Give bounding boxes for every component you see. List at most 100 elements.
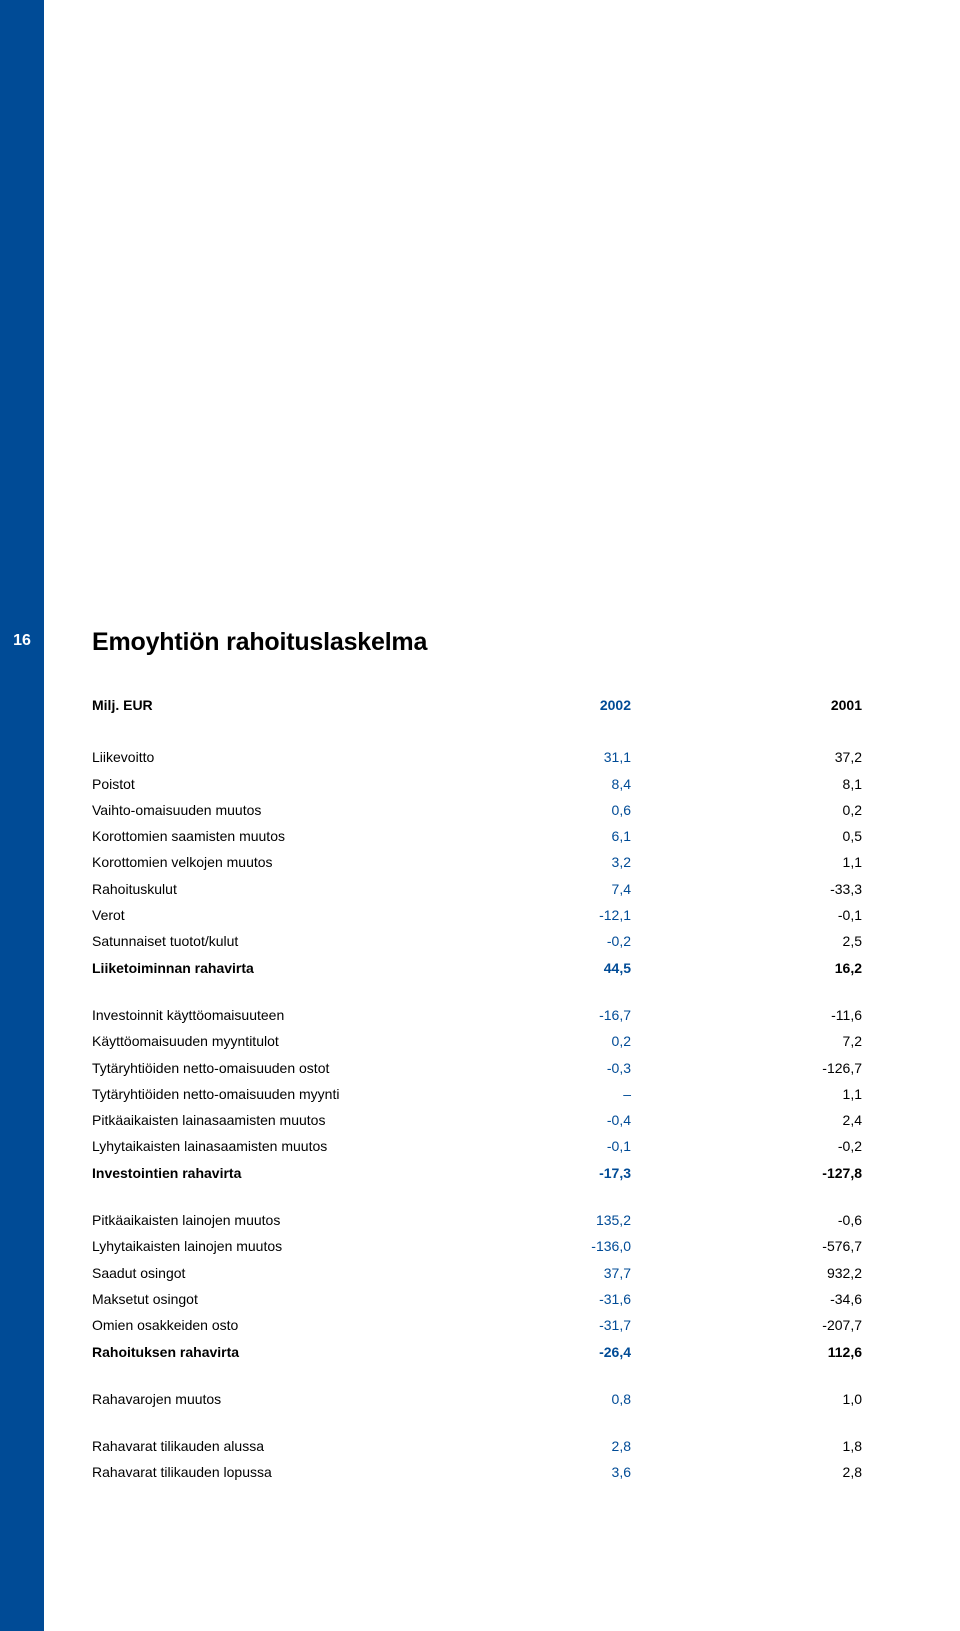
- value-2002: 3,2: [516, 849, 632, 875]
- section1-row: Korottomien saamisten muutos6,10,5: [92, 823, 862, 849]
- section1-row: Satunnaiset tuotot/kulut-0,2 2,5: [92, 928, 862, 954]
- value-2002: -136,0: [516, 1233, 632, 1259]
- change-row: Rahavarojen muutos0,81,0: [92, 1365, 862, 1412]
- value-2002: 37,7: [516, 1260, 632, 1286]
- value-2001: 2,5: [747, 928, 863, 954]
- row-label: Investointien rahavirta: [92, 1160, 516, 1186]
- row-label: Rahavarat tilikauden lopussa: [92, 1459, 516, 1485]
- spacer-cell: [631, 1312, 747, 1338]
- value-2002: -17,3: [516, 1160, 632, 1186]
- value-2002: -0,4: [516, 1107, 632, 1133]
- value-2001: -127,8: [747, 1160, 863, 1186]
- section1-row: Korottomien velkojen muutos3,2 1,1: [92, 849, 862, 875]
- section3-row: Omien osakkeiden osto-31,7-207,7: [92, 1312, 862, 1338]
- value-2002: 0,2: [516, 1028, 632, 1054]
- row-label: Investoinnit käyttöomaisuuteen: [92, 981, 516, 1028]
- value-2001: 2001: [747, 692, 863, 723]
- value-2002: 7,4: [516, 876, 632, 902]
- spacer-cell: [631, 1133, 747, 1159]
- spacer-cell: [631, 1459, 747, 1485]
- row-label: Pitkäaikaisten lainasaamisten muutos: [92, 1107, 516, 1133]
- spacer-cell: [631, 1107, 747, 1133]
- spacer-cell: [631, 1233, 747, 1259]
- spacer-cell: [631, 981, 747, 1028]
- section2-row: Käyttöomaisuuden myyntitulot0,2 7,2: [92, 1028, 862, 1054]
- value-2001: 16,2: [747, 955, 863, 981]
- row-label: Rahoituskulut: [92, 876, 516, 902]
- section1-row: Rahoituskulut7,4-33,3: [92, 876, 862, 902]
- value-2002: 2002: [516, 692, 632, 723]
- section2-total-row: Investointien rahavirta-17,3 -127,8: [92, 1160, 862, 1186]
- value-2001: 0,5: [747, 823, 863, 849]
- spacer-cell: [631, 1186, 747, 1233]
- page-number-sidebar: [0, 0, 44, 1631]
- document-title: Emoyhtiön rahoituslaskelma: [92, 628, 862, 657]
- value-2001: -34,6: [747, 1286, 863, 1312]
- row-label: Korottomien velkojen muutos: [92, 849, 516, 875]
- row-label: Liikevoitto: [92, 723, 516, 770]
- value-2001: -126,7: [747, 1055, 863, 1081]
- value-2002: -12,1: [516, 902, 632, 928]
- spacer-cell: [631, 692, 747, 723]
- spacer-cell: [631, 797, 747, 823]
- value-2002: -0,2: [516, 928, 632, 954]
- value-2001: -207,7: [747, 1312, 863, 1338]
- section2-row: Investoinnit käyttöomaisuuteen-16,7-11,6: [92, 981, 862, 1028]
- section1-row: Vaihto-omaisuuden muutos0,6 0,2: [92, 797, 862, 823]
- spacer-cell: [631, 771, 747, 797]
- value-2001: 2,8: [747, 1459, 863, 1485]
- row-label: Käyttöomaisuuden myyntitulot: [92, 1028, 516, 1054]
- closing-row: Rahavarat tilikauden lopussa3,62,8: [92, 1459, 862, 1485]
- page-number: 16: [0, 632, 44, 650]
- value-2001: 2,4: [747, 1107, 863, 1133]
- section1-row: Verot-12,1-0,1: [92, 902, 862, 928]
- value-2001: 37,2: [747, 723, 863, 770]
- value-2002: 44,5: [516, 955, 632, 981]
- section1-row: Poistot8,48,1: [92, 771, 862, 797]
- spacer-cell: [631, 823, 747, 849]
- row-label: Saadut osingot: [92, 1260, 516, 1286]
- section2-row: Pitkäaikaisten lainasaamisten muutos-0,4…: [92, 1107, 862, 1133]
- row-label: Satunnaiset tuotot/kulut: [92, 928, 516, 954]
- spacer-cell: [631, 723, 747, 770]
- value-2002: -26,4: [516, 1339, 632, 1365]
- section1-row: Liikevoitto31,1 37,2: [92, 723, 862, 770]
- row-label: Rahavarojen muutos: [92, 1365, 516, 1412]
- section2-row: Tytäryhtiöiden netto-omaisuuden ostot-0,…: [92, 1055, 862, 1081]
- row-label: Maksetut osingot: [92, 1286, 516, 1312]
- value-2002: 31,1: [516, 723, 632, 770]
- section2-row: Lyhytaikaisten lainasaamisten muutos-0,1…: [92, 1133, 862, 1159]
- spacer-cell: [631, 955, 747, 981]
- value-2001: -576,7: [747, 1233, 863, 1259]
- value-2002: -0,3: [516, 1055, 632, 1081]
- spacer-cell: [631, 1286, 747, 1312]
- spacer-cell: [631, 1028, 747, 1054]
- spacer-cell: [631, 902, 747, 928]
- value-2001: 932,2: [747, 1260, 863, 1286]
- row-label: Liiketoiminnan rahavirta: [92, 955, 516, 981]
- cashflow-table: Milj. EUR20022001Liikevoitto31,137,2Pois…: [92, 692, 862, 1486]
- row-label: Omien osakkeiden osto: [92, 1312, 516, 1338]
- row-label: Tytäryhtiöiden netto-omaisuuden myynti: [92, 1081, 516, 1107]
- row-label: Vaihto-omaisuuden muutos: [92, 797, 516, 823]
- value-2001: 1,8: [747, 1412, 863, 1459]
- value-2002: 0,6: [516, 797, 632, 823]
- row-label: Poistot: [92, 771, 516, 797]
- spacer-cell: [631, 1365, 747, 1412]
- value-2001: 7,2: [747, 1028, 863, 1054]
- spacer-cell: [631, 1260, 747, 1286]
- row-label: Tytäryhtiöiden netto-omaisuuden ostot: [92, 1055, 516, 1081]
- row-label: Korottomien saamisten muutos: [92, 823, 516, 849]
- value-2001: 112,6: [747, 1339, 863, 1365]
- closing-row: Rahavarat tilikauden alussa2,81,8: [92, 1412, 862, 1459]
- spacer-cell: [631, 1412, 747, 1459]
- value-2001: -0,1: [747, 902, 863, 928]
- row-label: Rahavarat tilikauden alussa: [92, 1412, 516, 1459]
- value-2001: 1,1: [747, 849, 863, 875]
- value-2001: 0,2: [747, 797, 863, 823]
- value-2001: -11,6: [747, 981, 863, 1028]
- spacer-cell: [631, 1055, 747, 1081]
- spacer-cell: [631, 876, 747, 902]
- section3-row: Saadut osingot37,7 932,2: [92, 1260, 862, 1286]
- spacer-cell: [631, 1339, 747, 1365]
